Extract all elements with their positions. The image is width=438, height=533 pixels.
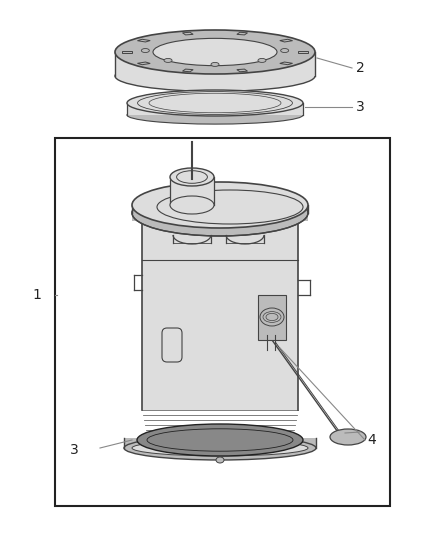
Polygon shape — [297, 51, 307, 53]
Polygon shape — [237, 33, 247, 35]
Polygon shape — [279, 62, 292, 64]
Polygon shape — [137, 39, 150, 42]
Ellipse shape — [280, 49, 288, 53]
Ellipse shape — [153, 38, 276, 66]
Ellipse shape — [115, 61, 314, 91]
Text: 1: 1 — [32, 288, 41, 302]
Polygon shape — [182, 69, 193, 72]
FancyBboxPatch shape — [162, 328, 182, 362]
Polygon shape — [122, 51, 132, 53]
Polygon shape — [182, 33, 193, 35]
Bar — [141, 205, 297, 410]
Ellipse shape — [170, 168, 213, 186]
Ellipse shape — [147, 429, 292, 451]
Ellipse shape — [329, 429, 365, 445]
Bar — [124, 438, 315, 448]
Text: 3: 3 — [355, 100, 364, 114]
Bar — [127, 103, 302, 115]
Text: 2: 2 — [355, 61, 364, 75]
Ellipse shape — [137, 424, 302, 456]
Ellipse shape — [258, 59, 265, 62]
Polygon shape — [279, 39, 292, 42]
Bar — [115, 52, 314, 76]
Ellipse shape — [127, 106, 302, 124]
Ellipse shape — [132, 440, 307, 456]
Ellipse shape — [211, 62, 219, 67]
Ellipse shape — [141, 49, 149, 53]
Text: 3: 3 — [70, 443, 78, 457]
Polygon shape — [237, 69, 247, 72]
Ellipse shape — [170, 196, 213, 214]
Ellipse shape — [132, 190, 307, 236]
Bar — [132, 205, 307, 221]
Bar — [170, 177, 213, 205]
Text: 4: 4 — [366, 433, 375, 447]
Ellipse shape — [124, 436, 315, 460]
Ellipse shape — [215, 457, 223, 463]
Ellipse shape — [115, 30, 314, 74]
Ellipse shape — [176, 171, 207, 183]
Ellipse shape — [132, 182, 307, 228]
Ellipse shape — [164, 59, 172, 62]
Bar — [258, 295, 285, 340]
Bar — [55, 138, 389, 506]
Ellipse shape — [259, 308, 283, 326]
Polygon shape — [137, 62, 150, 64]
Ellipse shape — [127, 90, 302, 116]
